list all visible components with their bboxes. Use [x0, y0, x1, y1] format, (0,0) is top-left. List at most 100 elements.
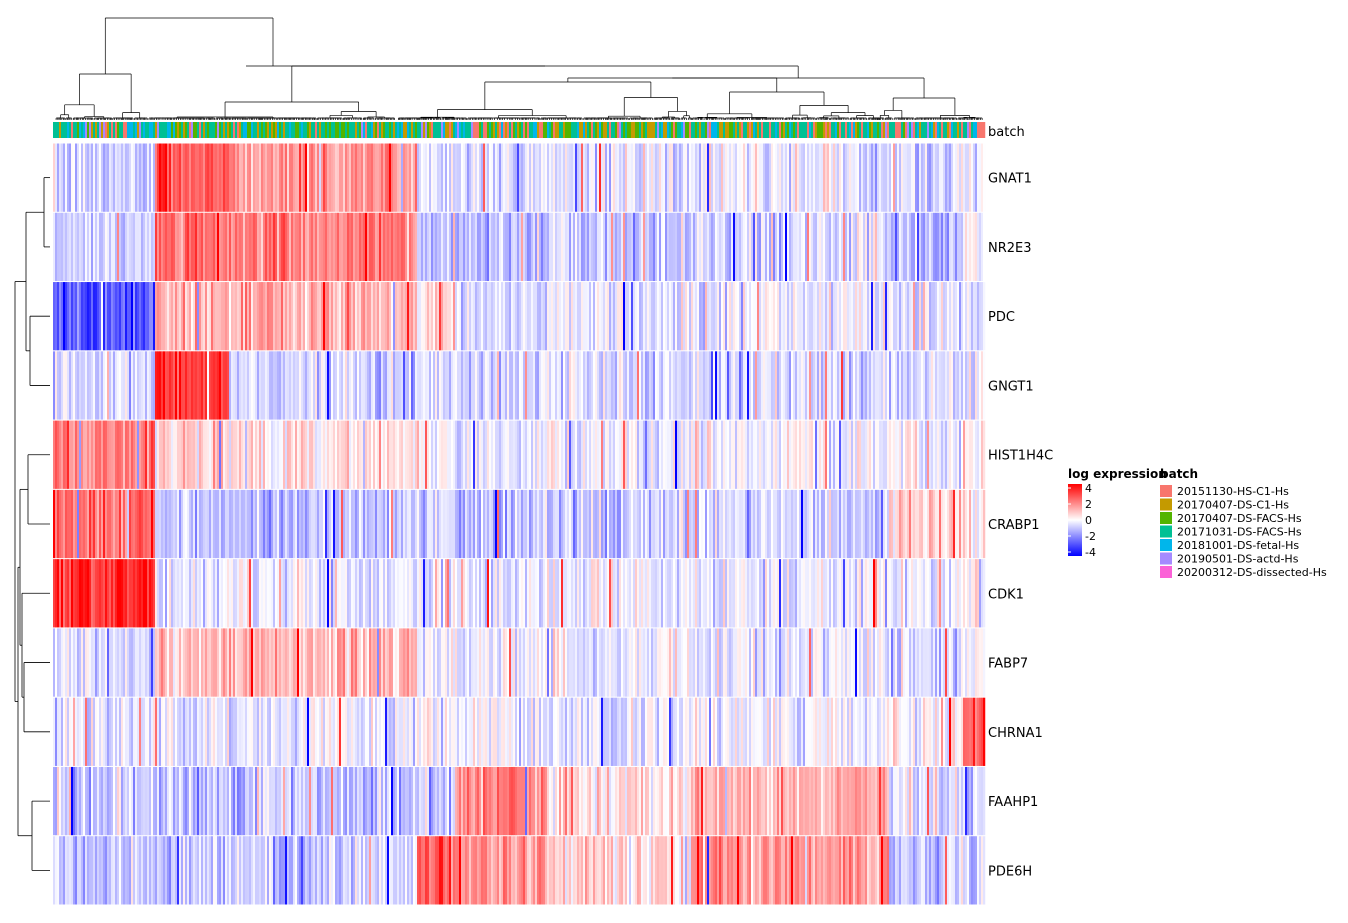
heatmap-cell [761, 351, 764, 420]
heatmap-cell [559, 212, 562, 282]
heatmap-cell [755, 212, 758, 282]
batch-cell [525, 122, 528, 138]
heatmap-cell [695, 212, 698, 282]
batch-cell [955, 122, 958, 138]
batch-cell [561, 122, 564, 138]
batch-cell [927, 122, 930, 138]
heatmap-cell [147, 143, 150, 212]
heatmap-cell [577, 351, 580, 420]
heatmap-cell [323, 282, 326, 351]
heatmap-cell [521, 143, 524, 212]
heatmap-cell [535, 282, 538, 351]
heatmap-cell [69, 143, 72, 212]
heatmap-cell [129, 143, 132, 212]
batch-cell [931, 122, 934, 138]
heatmap-cell [833, 282, 836, 351]
heatmap-cell [553, 351, 556, 420]
batch-cell [249, 122, 252, 138]
heatmap-cell [237, 282, 240, 351]
heatmap-cell [715, 351, 718, 420]
heatmap-cell [853, 351, 856, 420]
heatmap-cell [705, 212, 708, 282]
batch-cell [629, 122, 632, 138]
heatmap-cell [539, 282, 542, 351]
heatmap-cell [567, 143, 570, 212]
heatmap-cell [143, 420, 146, 489]
heatmap-cell [683, 212, 686, 282]
batch-cell [623, 122, 626, 138]
heatmap-cell [713, 143, 716, 212]
heatmap-cell [261, 282, 264, 351]
heatmap-cell [155, 212, 158, 282]
heatmap-cell [925, 351, 928, 420]
heatmap-cell [861, 143, 864, 212]
heatmap-cell [201, 351, 204, 420]
heatmap-cell [373, 351, 376, 420]
heatmap-cell [513, 143, 516, 212]
heatmap-cell [457, 282, 460, 351]
heatmap-cell [973, 212, 976, 282]
heatmap-cell [131, 212, 134, 282]
heatmap-cell [189, 282, 192, 351]
heatmap-cell [757, 143, 760, 212]
heatmap-cell [423, 351, 426, 420]
heatmap-cell [579, 212, 582, 282]
batch-cell [323, 122, 326, 138]
batch-cell [307, 122, 310, 138]
heatmap-cell [983, 143, 986, 212]
heatmap-cell [59, 282, 62, 351]
batch-cell [363, 122, 366, 138]
heatmap-cell [507, 143, 510, 212]
heatmap-cell [571, 351, 574, 420]
heatmap-cell [585, 143, 588, 212]
heatmap-cell [161, 143, 164, 212]
heatmap-cell [461, 351, 464, 420]
batch-cell [841, 122, 844, 138]
heatmap-cell [499, 143, 502, 212]
batch-cell [811, 122, 814, 138]
batch-cell [65, 122, 68, 138]
heatmap-cell [913, 351, 916, 420]
heatmap-cell [493, 212, 496, 282]
heatmap-cell [473, 212, 476, 282]
heatmap-cell [437, 212, 440, 282]
heatmap-cell [107, 351, 110, 420]
batch-cell [665, 122, 668, 138]
heatmap-cell [899, 212, 902, 282]
heatmap-cell [69, 351, 72, 420]
heatmap-cell [315, 351, 318, 420]
batch-cell [341, 122, 344, 138]
heatmap-cell [153, 212, 156, 282]
batch-cell [495, 122, 498, 138]
heatmap-cell [519, 282, 522, 351]
heatmap-cell [65, 351, 68, 420]
batch-cell [953, 122, 956, 138]
heatmap-cell [93, 420, 96, 489]
batch-cell [419, 122, 422, 138]
heatmap-cell [865, 282, 868, 351]
heatmap-cell [721, 212, 724, 282]
batch-cell [591, 122, 594, 138]
batch-cell [441, 122, 444, 138]
heatmap-cell [99, 420, 102, 489]
heatmap-cell [651, 143, 654, 212]
heatmap-cell [487, 282, 490, 351]
batch-cell [217, 122, 220, 138]
heatmap-cell [347, 420, 350, 489]
heatmap-cell [687, 351, 690, 420]
heatmap-cell [259, 212, 262, 282]
heatmap-cell [183, 212, 186, 282]
heatmap-cell [301, 143, 304, 212]
heatmap-cell [427, 351, 430, 420]
heatmap-cell [453, 351, 456, 420]
heatmap-cell [651, 351, 654, 420]
batch-cell [589, 122, 592, 138]
heatmap-cell [229, 282, 232, 351]
heatmap-cell [653, 143, 656, 212]
heatmap-cell [835, 282, 838, 351]
batch-cell [869, 122, 872, 138]
heatmap-cell [253, 143, 256, 212]
batch-cell [169, 122, 172, 138]
heatmap-cell [235, 143, 238, 212]
heatmap-cell [91, 212, 94, 282]
